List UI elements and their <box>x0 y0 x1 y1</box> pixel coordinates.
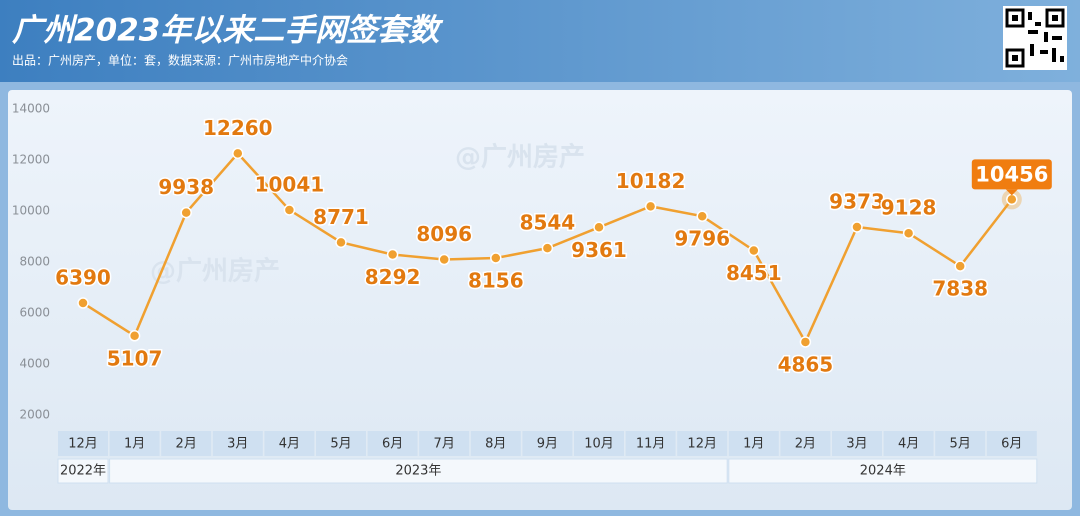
data-label: 5107 <box>107 346 163 370</box>
marker <box>283 204 296 216</box>
month-cell <box>935 431 986 456</box>
x-tick-label: 3月 <box>846 437 867 452</box>
x-tick-label: 7月 <box>434 437 455 452</box>
marker <box>77 297 89 309</box>
month-cell <box>58 431 108 456</box>
data-label: 4865 <box>778 352 834 376</box>
x-tick-label: 1月 <box>743 437 764 452</box>
data-label: 6390 <box>55 266 111 290</box>
marker <box>902 227 915 239</box>
marker <box>541 242 554 254</box>
data-label: 10456 <box>975 162 1048 186</box>
marker <box>644 200 657 213</box>
month-cell <box>161 431 212 456</box>
year-cell <box>57 458 109 484</box>
y-tick-label: 14000 <box>12 102 50 116</box>
marker <box>232 147 244 160</box>
month-cell <box>264 431 315 456</box>
x-tick-label: 6月 <box>1001 437 1022 452</box>
marker <box>799 336 812 348</box>
marker <box>748 244 760 257</box>
subtitle: 出品：广州房产，单位：套，数据来源：广州市房地产中介协会 <box>12 53 348 68</box>
y-tick-label: 2000 <box>19 408 50 422</box>
month-cell <box>522 431 573 456</box>
marker <box>386 248 399 261</box>
data-label: 9796 <box>674 227 730 251</box>
data-label: 9373 <box>829 189 885 213</box>
data-label: 10182 <box>616 169 686 193</box>
month-cell <box>832 431 882 456</box>
x-tick-label: 3月 <box>227 437 248 452</box>
x-tick-label: 12月 <box>687 437 717 452</box>
x-tick-label: 4月 <box>279 437 300 452</box>
x-tick-label: 5月 <box>330 437 351 452</box>
month-cell <box>212 431 263 456</box>
data-label: 8096 <box>416 222 472 246</box>
x-tick-label: 9月 <box>537 437 558 452</box>
data-label: 8451 <box>726 261 782 285</box>
month-cell <box>625 431 676 456</box>
data-label: 8544 <box>520 211 576 235</box>
month-cell <box>883 431 934 456</box>
month-cell <box>109 431 160 456</box>
x-tick-label: 4月 <box>898 437 919 452</box>
data-label: 10041 <box>255 172 325 196</box>
data-label: 8156 <box>468 269 524 293</box>
data-label: 9128 <box>881 196 937 220</box>
watermark: @广州房产 <box>150 257 280 287</box>
header <box>0 0 1080 82</box>
marker <box>335 236 347 249</box>
marker <box>128 330 141 342</box>
month-cell <box>574 431 624 456</box>
x-tick-label: 11月 <box>636 437 666 452</box>
marker <box>954 260 966 272</box>
month-cell <box>367 431 418 456</box>
x-tick-label: 6月 <box>382 437 403 452</box>
marker <box>851 221 863 233</box>
qr-code <box>1003 6 1067 70</box>
year-label: 2023年 <box>395 464 441 479</box>
x-tick-label: 10月 <box>584 437 614 452</box>
data-label: 8771 <box>313 205 369 229</box>
data-label: 9938 <box>158 175 214 199</box>
month-cell <box>780 431 831 456</box>
x-tick-label: 2月 <box>795 437 816 452</box>
y-tick-label: 6000 <box>19 306 50 320</box>
month-cell <box>470 431 521 456</box>
data-label: 7838 <box>932 277 988 301</box>
month-cell <box>316 431 366 456</box>
marker <box>1006 193 1018 206</box>
y-tick-label: 12000 <box>12 153 50 167</box>
highlight-box <box>971 159 1052 190</box>
data-label: 8292 <box>365 265 421 289</box>
x-tick-label: 2月 <box>176 437 197 452</box>
chart-title: 广州2023年以来二手网签套数 <box>12 13 444 49</box>
watermark: @广州房产 <box>455 143 585 173</box>
y-tick-label: 8000 <box>19 255 50 269</box>
plot-panel <box>8 90 1072 510</box>
data-label: 9361 <box>571 238 627 262</box>
marker <box>490 252 502 264</box>
year-cell <box>109 458 728 484</box>
x-tick-label: 1月 <box>124 437 145 452</box>
x-tick-label: 12月 <box>68 437 98 452</box>
month-cell <box>986 431 1037 456</box>
month-cell <box>728 431 779 456</box>
month-cell <box>419 431 470 456</box>
marker <box>593 221 605 234</box>
year-cell <box>728 458 1038 484</box>
y-tick-label: 4000 <box>19 357 50 371</box>
marker <box>438 253 450 266</box>
marker <box>180 206 192 219</box>
month-cell <box>677 431 728 456</box>
marker <box>696 210 708 222</box>
y-tick-label: 10000 <box>12 204 50 218</box>
x-tick-label: 8月 <box>485 437 506 452</box>
x-tick-label: 5月 <box>950 437 971 452</box>
year-label: 2022年 <box>60 464 106 479</box>
highlight-pointer <box>1005 189 1018 196</box>
year-label: 2024年 <box>860 464 906 479</box>
data-label: 12260 <box>203 116 273 140</box>
